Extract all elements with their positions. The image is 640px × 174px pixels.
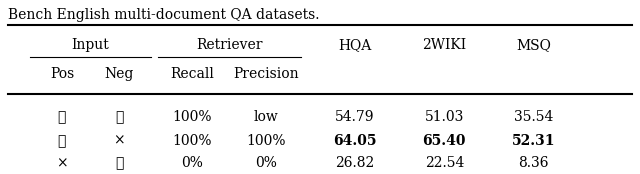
Text: 22.54: 22.54	[424, 156, 464, 170]
Text: 0%: 0%	[255, 156, 276, 170]
Text: 100%: 100%	[173, 134, 212, 148]
Text: Input: Input	[72, 38, 109, 52]
Text: low: low	[253, 110, 278, 124]
Text: 52.31: 52.31	[512, 134, 556, 148]
Text: 0%: 0%	[182, 156, 204, 170]
Text: HQA: HQA	[339, 38, 372, 52]
Text: 26.82: 26.82	[335, 156, 374, 170]
Text: 2WIKI: 2WIKI	[422, 38, 467, 52]
Text: 54.79: 54.79	[335, 110, 375, 124]
Text: Recall: Recall	[171, 67, 214, 81]
Text: Bench English multi-document QA datasets.: Bench English multi-document QA datasets…	[8, 8, 319, 22]
Text: 100%: 100%	[173, 110, 212, 124]
Text: ×: ×	[56, 156, 68, 170]
Text: ✓: ✓	[115, 110, 124, 124]
Text: Neg: Neg	[104, 67, 134, 81]
Text: ×: ×	[113, 134, 125, 148]
Text: ✓: ✓	[58, 134, 66, 148]
Text: Precision: Precision	[233, 67, 299, 81]
Text: MSQ: MSQ	[516, 38, 551, 52]
Text: 35.54: 35.54	[514, 110, 553, 124]
Text: 64.05: 64.05	[333, 134, 377, 148]
Text: 100%: 100%	[246, 134, 285, 148]
Text: ✓: ✓	[115, 156, 124, 170]
Text: Retriever: Retriever	[196, 38, 263, 52]
Text: 51.03: 51.03	[424, 110, 464, 124]
Text: Pos: Pos	[50, 67, 74, 81]
Text: 65.40: 65.40	[422, 134, 466, 148]
Text: ✓: ✓	[58, 110, 66, 124]
Text: 8.36: 8.36	[518, 156, 548, 170]
